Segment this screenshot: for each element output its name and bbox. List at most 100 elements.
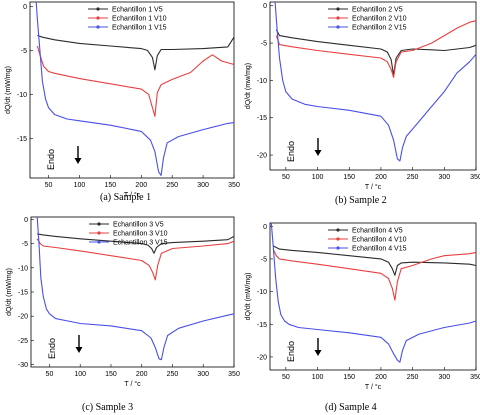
legend-entry: Echantillon 3 V10 <box>113 231 168 238</box>
legend-marker <box>336 228 340 232</box>
x-tick-label: 250 <box>407 374 419 381</box>
series-line-v5 <box>37 34 235 71</box>
series-line-v10 <box>272 248 477 301</box>
legend-marker <box>97 231 101 235</box>
y-tick-label: -5 <box>22 241 28 248</box>
x-tick-label: 50 <box>282 174 290 181</box>
legend-marker <box>97 240 101 244</box>
x-tick-label: 100 <box>312 174 324 181</box>
legend-marker <box>96 16 100 20</box>
legend-entry: Echantillon 2 V10 <box>352 16 407 23</box>
legend-entry: Echantillon 2 V5 <box>352 7 403 14</box>
endo-arrow-head <box>314 350 322 356</box>
series-line-v5 <box>275 29 477 76</box>
y-axis-label: dQ/dt (mw/mg) <box>245 63 252 109</box>
legend-marker <box>96 7 100 11</box>
y-tick-label: -15 <box>257 115 267 122</box>
series-line-v15 <box>274 1 477 162</box>
chart-panel-2: 50 100 150 200 250 300 350 -20 -15 -10 -5 0 T / °c dQ… <box>245 1 480 206</box>
x-tick-label: 200 <box>136 371 148 378</box>
series-line-v15 <box>36 216 235 361</box>
series-line-v10 <box>36 238 235 281</box>
legend-marker <box>97 222 101 226</box>
y-tick-label: -15 <box>18 290 28 297</box>
x-tick-label: 150 <box>105 182 117 189</box>
plot-frame <box>269 222 477 371</box>
legend-marker <box>96 25 100 29</box>
x-tick-label: 300 <box>438 174 450 181</box>
legend-entry: Echantillon 3 V5 <box>113 222 164 229</box>
y-axis-label: dQ/dt (mW/mg) <box>245 273 252 321</box>
x-tick-label: 250 <box>166 182 178 189</box>
y-tick-label: -10 <box>257 78 267 85</box>
chart-panel-1: 50 100 150 200 250 300 350 -15 -10 -5 0 T / °c dQ/dt… <box>5 1 240 203</box>
x-tick-label: 200 <box>375 374 387 381</box>
panel-caption: (d) Sample 4 <box>325 402 377 413</box>
y-axis-label: dQ/dt (mW/mg) <box>6 268 13 316</box>
legend-entry: Echantillon 2 V15 <box>352 25 407 32</box>
y-tick-label: 0 <box>24 217 28 224</box>
legend-marker <box>336 16 340 20</box>
x-tick-label: 250 <box>407 174 419 181</box>
y-axis-label: dQ/dt (mW/mg) <box>5 66 12 114</box>
endo-annotation: Endo <box>286 341 296 362</box>
y-tick-label: -30 <box>18 362 28 369</box>
legend-entry: Echantillon 4 V15 <box>352 246 407 253</box>
legend-entry: Echantillon 4 V5 <box>352 228 403 235</box>
endo-arrow-head <box>74 158 82 164</box>
x-tick-label: 350 <box>228 371 240 378</box>
plot-frame <box>269 1 477 171</box>
y-tick-label: -25 <box>18 338 28 345</box>
x-tick-label: 300 <box>197 182 209 189</box>
legend-marker <box>336 25 340 29</box>
series-line-v5 <box>37 233 235 254</box>
y-tick-label: -20 <box>257 354 267 361</box>
y-tick-label: -10 <box>257 289 267 296</box>
y-tick-label: -15 <box>257 322 267 329</box>
x-tick-label: 350 <box>470 174 480 181</box>
x-tick-label: 100 <box>74 182 86 189</box>
x-tick-label: 200 <box>135 182 147 189</box>
legend-entry: Echantillon 1 V15 <box>112 25 167 32</box>
endo-annotation: Endo <box>46 149 56 170</box>
legend-entry: Echantillon 1 V5 <box>112 7 163 14</box>
series-line-v10 <box>36 45 235 117</box>
panel-caption: (c) Sample 3 <box>82 402 133 413</box>
x-axis-label: T / °c <box>365 383 382 391</box>
legend-marker <box>336 246 340 250</box>
x-tick-label: 350 <box>470 374 480 381</box>
legend-marker <box>336 237 340 241</box>
x-tick-label: 350 <box>228 182 240 189</box>
y-tick-label: 0 <box>23 4 27 11</box>
y-tick-label: -10 <box>17 92 27 99</box>
panel-caption: (a) Sample 1 <box>100 192 151 203</box>
x-tick-label: 150 <box>343 374 355 381</box>
legend-entry: Echantillon 1 V10 <box>112 16 167 23</box>
x-tick-label: 50 <box>46 371 54 378</box>
y-tick-label: -20 <box>257 153 267 160</box>
x-axis-label: T / °c <box>124 191 141 199</box>
series-line-v5 <box>272 245 477 276</box>
series-line-v15 <box>270 222 477 363</box>
endo-annotation: Endo <box>47 338 57 359</box>
x-tick-label: 50 <box>45 182 53 189</box>
x-tick-label: 100 <box>74 371 86 378</box>
legend-entry: Echantillon 4 V10 <box>352 237 407 244</box>
x-tick-label: 50 <box>282 374 290 381</box>
legend-entry: Echantillon 3 V15 <box>113 240 168 247</box>
endo-annotation: Endo <box>286 141 296 162</box>
y-tick-label: -5 <box>21 48 27 55</box>
x-tick-label: 300 <box>438 374 450 381</box>
y-tick-label: -5 <box>261 256 267 263</box>
x-axis-label: T / °c <box>124 380 141 388</box>
series-line-v10 <box>275 20 477 78</box>
y-tick-label: -20 <box>18 314 28 321</box>
y-tick-label: -10 <box>18 265 28 272</box>
y-tick-label: 0 <box>263 3 267 10</box>
y-tick-label: 0 <box>263 224 267 231</box>
endo-arrow-head <box>75 347 83 353</box>
x-tick-label: 150 <box>343 174 355 181</box>
x-tick-label: 100 <box>312 374 324 381</box>
plot-frame <box>29 1 235 179</box>
